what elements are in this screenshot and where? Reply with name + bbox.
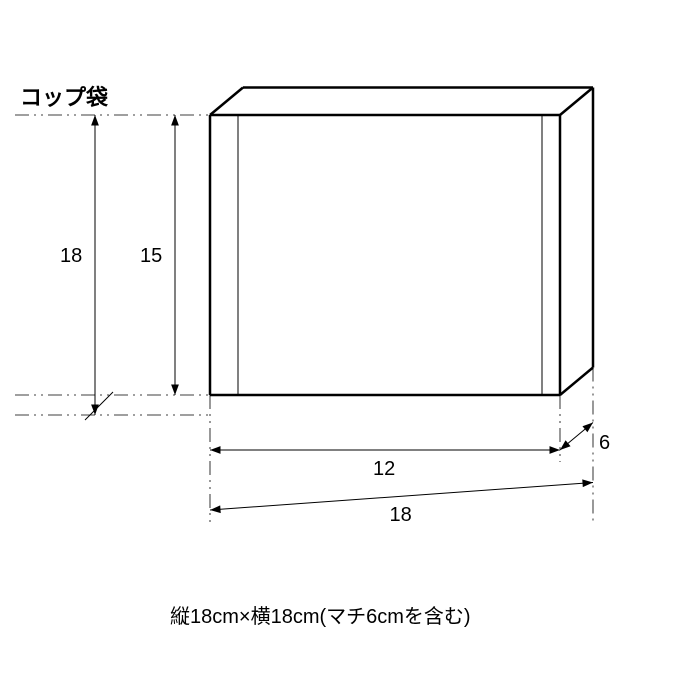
diagram-title: コップ袋 (20, 80, 108, 112)
dim-label-height-18: 18 (60, 245, 82, 268)
dim-label-width-12: 12 (373, 458, 395, 481)
dim-label-height-15: 15 (140, 245, 162, 268)
dim-label-depth-6: 6 (599, 432, 610, 455)
dim-label-width-18: 18 (390, 504, 412, 527)
diagram-caption: 縦18cm×横18cm(マチ6cmを含む) (170, 600, 471, 629)
